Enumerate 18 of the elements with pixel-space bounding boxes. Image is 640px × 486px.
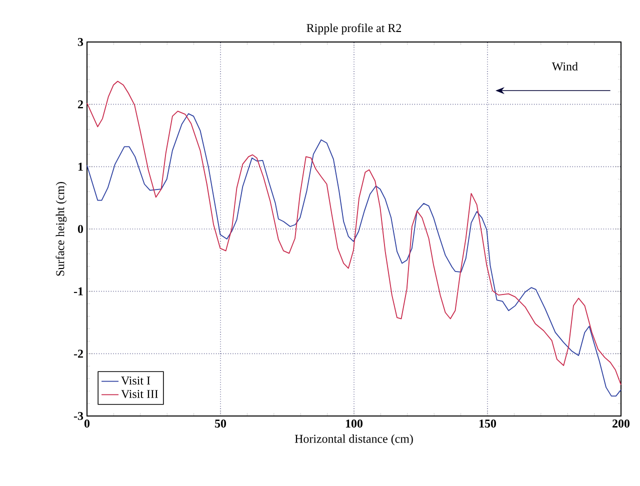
y-tick-label: -1 xyxy=(74,287,83,296)
y-tick-label: -3 xyxy=(74,412,84,420)
annotation: Wind xyxy=(552,62,578,71)
y-tick-label: 1 xyxy=(78,162,83,171)
y-tick-label: 0 xyxy=(78,224,84,234)
legend-label: Visit III xyxy=(121,390,158,398)
legend-label: Visit I xyxy=(121,376,150,385)
x-tick-label: 0 xyxy=(84,420,90,428)
y-tick-label: 3 xyxy=(78,38,84,46)
y-tick-label: -2 xyxy=(74,350,83,358)
y-axis-title: Surface height (cm) xyxy=(56,182,67,276)
x-axis-title: Horizontal distance (cm) xyxy=(294,434,413,446)
x-tick-label: 100 xyxy=(346,420,363,428)
x-tick-label: 200 xyxy=(612,420,630,428)
chart-title: Ripple profile at R2 xyxy=(306,24,401,34)
y-tick-label: 2 xyxy=(78,100,83,108)
x-tick-label: 50 xyxy=(215,420,226,428)
x-tick-label: 150 xyxy=(479,420,496,428)
